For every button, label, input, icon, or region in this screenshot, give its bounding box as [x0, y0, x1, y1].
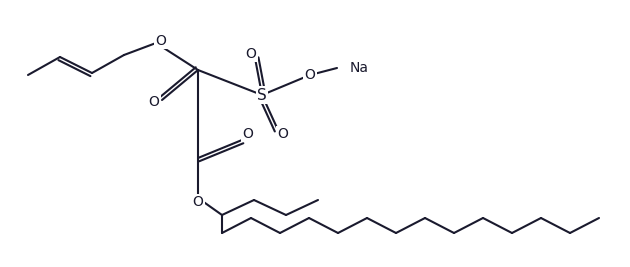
Text: O: O	[278, 127, 289, 141]
Text: O: O	[193, 195, 203, 209]
Text: Na: Na	[350, 61, 369, 75]
Text: O: O	[246, 47, 256, 61]
Text: O: O	[243, 127, 253, 141]
Text: O: O	[304, 68, 316, 82]
Text: O: O	[156, 34, 166, 48]
Text: O: O	[149, 95, 159, 109]
Text: S: S	[257, 88, 267, 103]
